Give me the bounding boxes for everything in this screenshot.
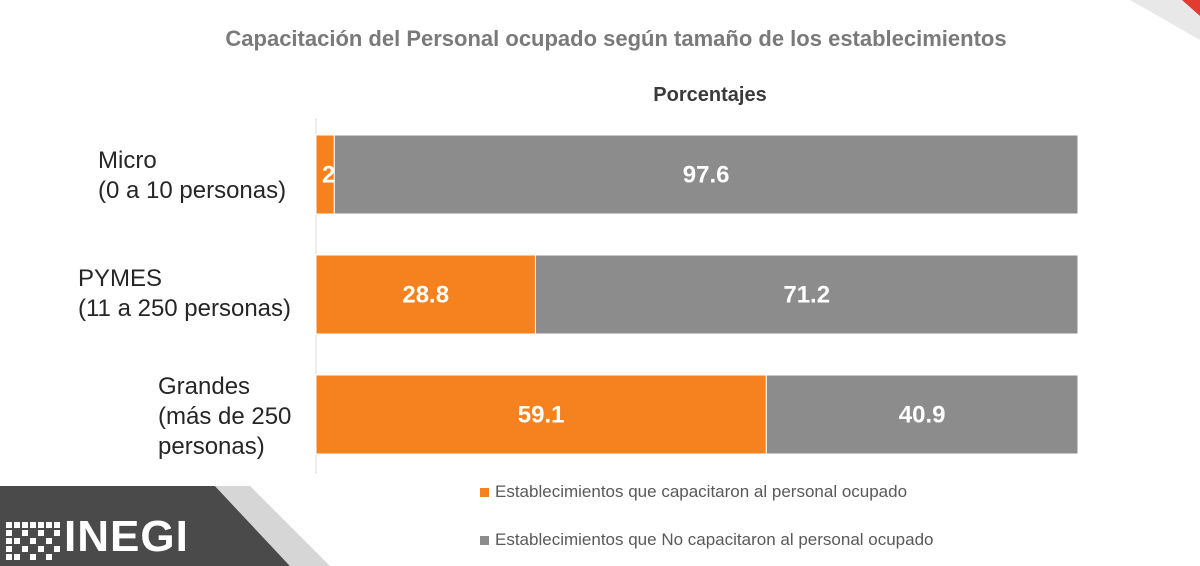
logo-band	[0, 486, 330, 566]
bar-grandes-series-1	[765, 374, 1079, 455]
data-label-grandes-series-1: 40.9	[899, 402, 946, 429]
bar-pymes-series-0	[315, 254, 536, 335]
inegi-logo-icon	[6, 522, 60, 560]
data-label-pymes-series-0: 28.8	[402, 282, 449, 309]
bar-grandes-series-0	[315, 374, 767, 455]
bar-micro-series-1	[333, 134, 1079, 215]
data-label-grandes-series-0: 59.1	[518, 402, 565, 429]
category-label-grandes: Grandes (más de 250 personas)	[158, 373, 292, 460]
legend-label-capacitaron: Establecimientos que capacitaron al pers…	[495, 482, 908, 501]
logo-text: INEGI	[64, 512, 189, 561]
legend-label-no-capacitaron: Establecimientos que No capacitaron al p…	[495, 530, 934, 549]
legend-item-capacitaron: Establecimientos que capacitaron al pers…	[480, 482, 907, 502]
category-label-micro: Micro (0 a 10 personas)	[98, 147, 287, 204]
chart-subtitle: Porcentajes	[653, 84, 767, 106]
legend-swatch-orange	[480, 487, 489, 497]
category-label-pymes: PYMES (11 a 250 personas)	[78, 265, 292, 322]
data-label-micro-series-1: 97.6	[683, 162, 730, 189]
corner-decoration	[1130, 0, 1200, 40]
chart-title: Capacitación del Personal ocupado según …	[225, 26, 1007, 51]
legend-item-no-capacitaron: Establecimientos que No capacitaron al p…	[480, 530, 934, 550]
legend-swatch-gray	[480, 535, 489, 545]
bar-pymes-series-1	[534, 254, 1079, 335]
data-label-pymes-series-1: 71.2	[783, 282, 830, 309]
